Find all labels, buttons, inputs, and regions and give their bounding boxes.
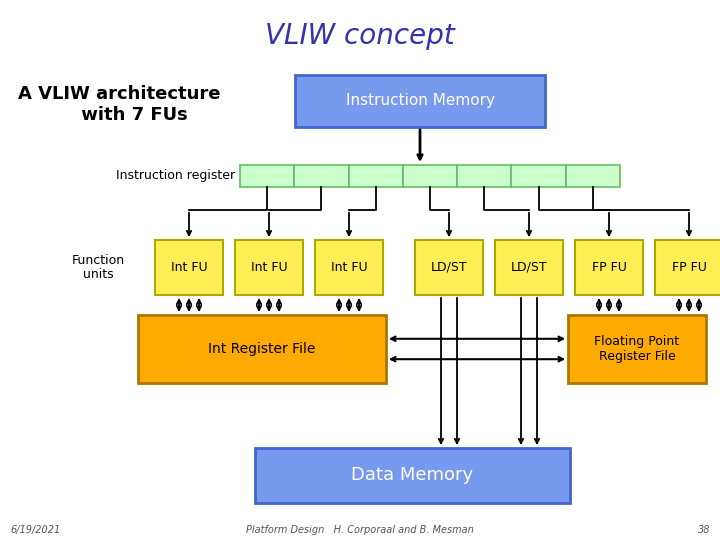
FancyBboxPatch shape [403,165,457,187]
FancyBboxPatch shape [415,240,483,295]
FancyBboxPatch shape [568,315,706,383]
Text: 38: 38 [698,525,710,535]
Text: Int FU: Int FU [171,261,207,274]
FancyBboxPatch shape [240,165,294,187]
FancyBboxPatch shape [235,240,303,295]
FancyBboxPatch shape [495,240,563,295]
Text: Int FU: Int FU [251,261,287,274]
FancyBboxPatch shape [511,165,566,187]
Text: Data Memory: Data Memory [351,467,474,484]
Text: LD/ST: LD/ST [510,261,547,274]
FancyBboxPatch shape [295,75,545,127]
Text: Floating Point
Register File: Floating Point Register File [595,335,680,363]
Text: Int Register File: Int Register File [208,342,315,356]
Text: 6/19/2021: 6/19/2021 [10,525,60,535]
FancyBboxPatch shape [155,240,223,295]
FancyBboxPatch shape [457,165,511,187]
Text: Instruction Memory: Instruction Memory [346,93,495,109]
Text: LD/ST: LD/ST [431,261,467,274]
Text: Platform Design   H. Corporaal and B. Mesman: Platform Design H. Corporaal and B. Mesm… [246,525,474,535]
FancyBboxPatch shape [294,165,348,187]
FancyBboxPatch shape [255,448,570,503]
FancyBboxPatch shape [655,240,720,295]
Text: FP FU: FP FU [672,261,706,274]
Text: Function
units: Function units [72,253,125,281]
Text: VLIW concept: VLIW concept [265,22,455,50]
Text: Int FU: Int FU [330,261,367,274]
Text: FP FU: FP FU [592,261,626,274]
FancyBboxPatch shape [566,165,620,187]
FancyBboxPatch shape [315,240,383,295]
FancyBboxPatch shape [138,315,386,383]
FancyBboxPatch shape [575,240,643,295]
Text: Instruction register: Instruction register [116,170,235,183]
Text: A VLIW architecture
     with 7 FUs: A VLIW architecture with 7 FUs [18,85,220,124]
FancyBboxPatch shape [348,165,403,187]
